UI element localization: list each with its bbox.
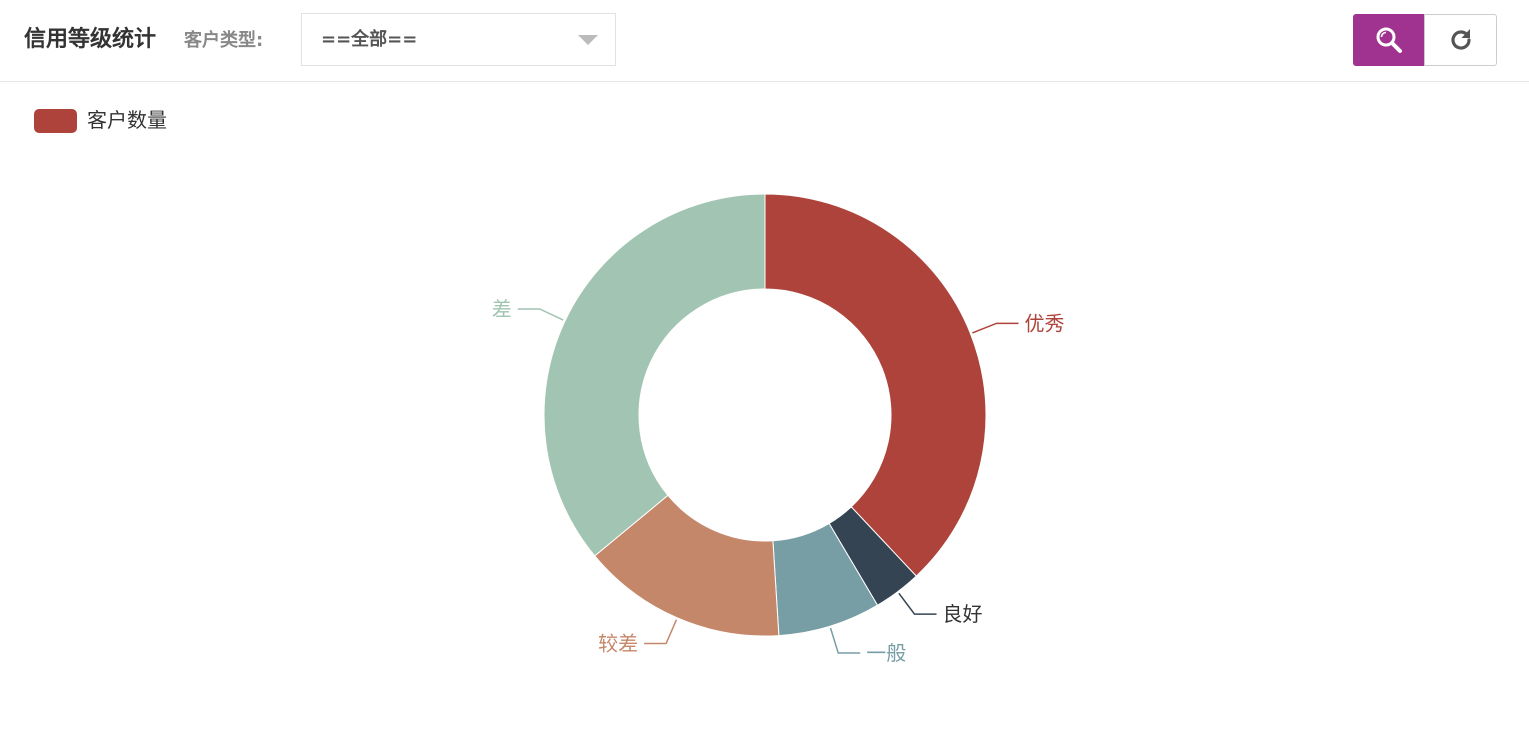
slice-label-0: 优秀 — [1025, 311, 1065, 335]
label-line-0 — [972, 322, 1019, 334]
caret-down-icon — [578, 35, 598, 45]
toolbar: 信用等级统计 客户类型: ==全部== — [0, 0, 1529, 82]
legend-label: 客户数量 — [87, 108, 167, 132]
customer-type-select[interactable]: ==全部== — [301, 13, 616, 66]
slice-label-3: 较差 — [598, 632, 638, 656]
slice-4[interactable] — [543, 193, 766, 557]
page-title: 信用等级统计 — [24, 27, 157, 52]
legend-swatch — [34, 109, 77, 133]
slice-label-1: 良好 — [943, 602, 983, 626]
refresh-button[interactable] — [1424, 14, 1497, 66]
slice-0[interactable] — [764, 193, 987, 577]
label-line-1 — [898, 592, 937, 615]
search-button[interactable] — [1353, 14, 1425, 66]
slice-label-2: 一般 — [866, 641, 906, 665]
label-line-4 — [517, 308, 564, 321]
refresh-icon — [1450, 29, 1471, 50]
search-icon — [1376, 27, 1402, 53]
label-line-2 — [829, 627, 861, 654]
customer-type-select-value: ==全部== — [321, 29, 418, 50]
customer-type-label: 客户类型: — [184, 30, 264, 51]
label-line-3 — [644, 619, 678, 645]
slice-label-4: 差 — [492, 297, 512, 321]
